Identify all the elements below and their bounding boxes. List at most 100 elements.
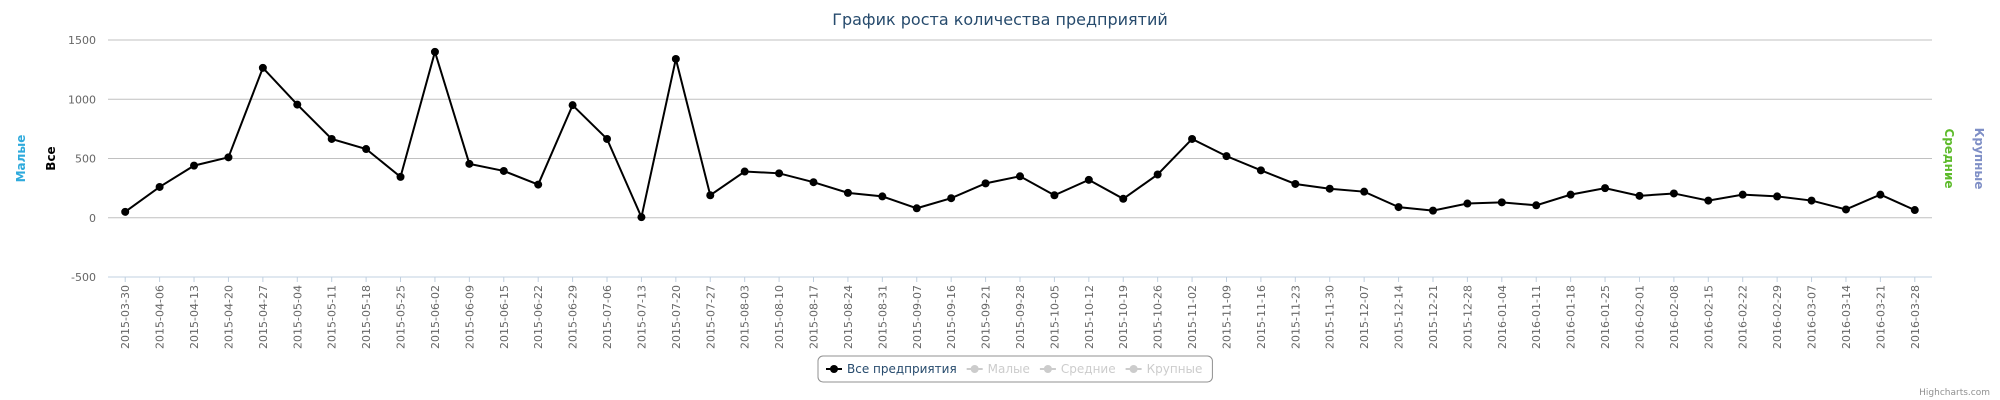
x-tick-label: 2016-02-29 [1771, 285, 1784, 349]
point [1910, 206, 1919, 215]
point [1153, 170, 1162, 179]
x-tick-label: 2015-03-30 [119, 285, 132, 349]
x-tick-label: 2015-08-17 [808, 285, 821, 349]
axis-title: Средние [1942, 128, 1956, 188]
point [1635, 191, 1644, 200]
chart-title: График роста количества предприятий [832, 10, 1168, 29]
legend: Все предприятия Малые Средние Крупные [817, 355, 1213, 383]
point [1256, 166, 1265, 175]
point [1360, 187, 1369, 196]
point [1394, 203, 1403, 212]
point [1084, 175, 1093, 184]
x-tick-label: 2015-11-30 [1324, 285, 1337, 349]
point [190, 161, 199, 170]
x-tick-label: 2015-05-18 [360, 285, 373, 349]
x-tick-label: 2016-03-21 [1874, 285, 1887, 349]
x-tick-label: 2015-06-09 [463, 285, 476, 349]
legend-symbol [970, 365, 979, 373]
point [1738, 190, 1747, 199]
x-tick-label: 2015-06-22 [532, 285, 545, 349]
point [1325, 184, 1334, 193]
point [1669, 189, 1678, 198]
legend-item[interactable]: Все предприятия [847, 362, 957, 376]
point [1566, 190, 1575, 199]
point [1876, 190, 1885, 199]
y-tick-label: 1000 [68, 93, 96, 106]
x-tick-label: 2015-08-10 [773, 285, 786, 349]
x-tick-label: 2015-10-19 [1117, 285, 1130, 349]
legend-item[interactable]: Малые [988, 362, 1030, 376]
x-tick-label: 2016-01-04 [1496, 285, 1509, 349]
x-tick-label: 2015-09-21 [980, 285, 993, 349]
y-tick-label: 500 [75, 153, 96, 166]
axis-title: Все [44, 146, 58, 170]
point [1119, 194, 1128, 203]
x-tick-label: 2015-09-07 [911, 285, 924, 349]
x-tick-label: 2015-07-06 [601, 285, 614, 349]
point [603, 134, 612, 143]
axis-title: Малые [14, 135, 28, 183]
credits[interactable]: Highcharts.com [1919, 388, 1990, 398]
x-tick-label: 2015-11-23 [1289, 285, 1302, 349]
point [1773, 192, 1782, 201]
x-tick-label: 2015-05-11 [326, 285, 339, 349]
point [1291, 179, 1300, 188]
point [947, 194, 956, 203]
x-tick-label: 2015-04-27 [257, 285, 270, 349]
x-tick-label: 2016-02-08 [1668, 285, 1681, 349]
point [1704, 196, 1713, 205]
point [568, 101, 577, 110]
line [124, 48, 1916, 221]
point [1497, 198, 1506, 207]
x-tick-label: 2016-02-15 [1702, 285, 1715, 349]
x-tick-label: 2015-08-24 [842, 285, 855, 349]
x-tick-label: 2016-02-22 [1737, 285, 1750, 349]
x-tick-label: 2015-06-29 [567, 285, 580, 349]
legend-symbol [830, 365, 838, 373]
point [706, 191, 715, 200]
point [981, 179, 990, 188]
x-tick-label: 2015-06-02 [429, 285, 442, 349]
point [1428, 206, 1437, 215]
x-tick-label: 2015-11-16 [1255, 285, 1268, 349]
x-tick-label: 2015-07-20 [670, 285, 683, 349]
point [430, 47, 439, 56]
x-tick-label: 2015-10-12 [1083, 285, 1096, 349]
x-tick-label: 2016-01-18 [1565, 285, 1578, 349]
x-tick-label: 2015-04-13 [188, 285, 201, 349]
point [775, 169, 784, 178]
y-tick-label: 0 [89, 212, 96, 225]
x-tick-label: 2015-08-31 [876, 285, 889, 349]
point [843, 188, 852, 197]
legend-symbol [1129, 365, 1138, 373]
legend-item[interactable]: Крупные [1147, 362, 1203, 376]
legend-box [817, 355, 1213, 383]
point [1050, 191, 1059, 200]
x-tick-label: 2015-05-25 [395, 285, 408, 349]
x-tick-label: 2016-03-14 [1840, 285, 1853, 349]
x-tick-label: 2015-11-09 [1220, 285, 1233, 349]
legend-item[interactable]: Средние [1061, 362, 1116, 376]
point [1222, 152, 1231, 161]
x-tick-label: 2015-12-28 [1461, 285, 1474, 349]
y-tick-label: 1500 [68, 34, 96, 47]
x-tick-label: 2015-04-06 [154, 285, 167, 349]
point [1016, 172, 1024, 181]
point [224, 153, 233, 162]
point [293, 100, 302, 109]
x-tick-label: 2015-10-26 [1152, 285, 1165, 349]
y-tick-label: -500 [71, 271, 96, 284]
legend-symbol [1043, 365, 1052, 373]
point [740, 167, 749, 176]
x-tick-label: 2015-07-13 [635, 285, 648, 349]
point [155, 182, 164, 191]
point [671, 54, 680, 63]
x-tick-label: 2015-09-16 [945, 285, 958, 349]
x-tick-label: 2015-12-07 [1358, 285, 1371, 349]
x-tick-label: 2015-12-21 [1427, 285, 1440, 349]
point [809, 178, 818, 187]
axis-title: Крупные [1972, 128, 1986, 190]
x-tick-label: 2015-05-04 [291, 285, 304, 349]
x-tick-label: 2015-07-27 [704, 285, 717, 349]
